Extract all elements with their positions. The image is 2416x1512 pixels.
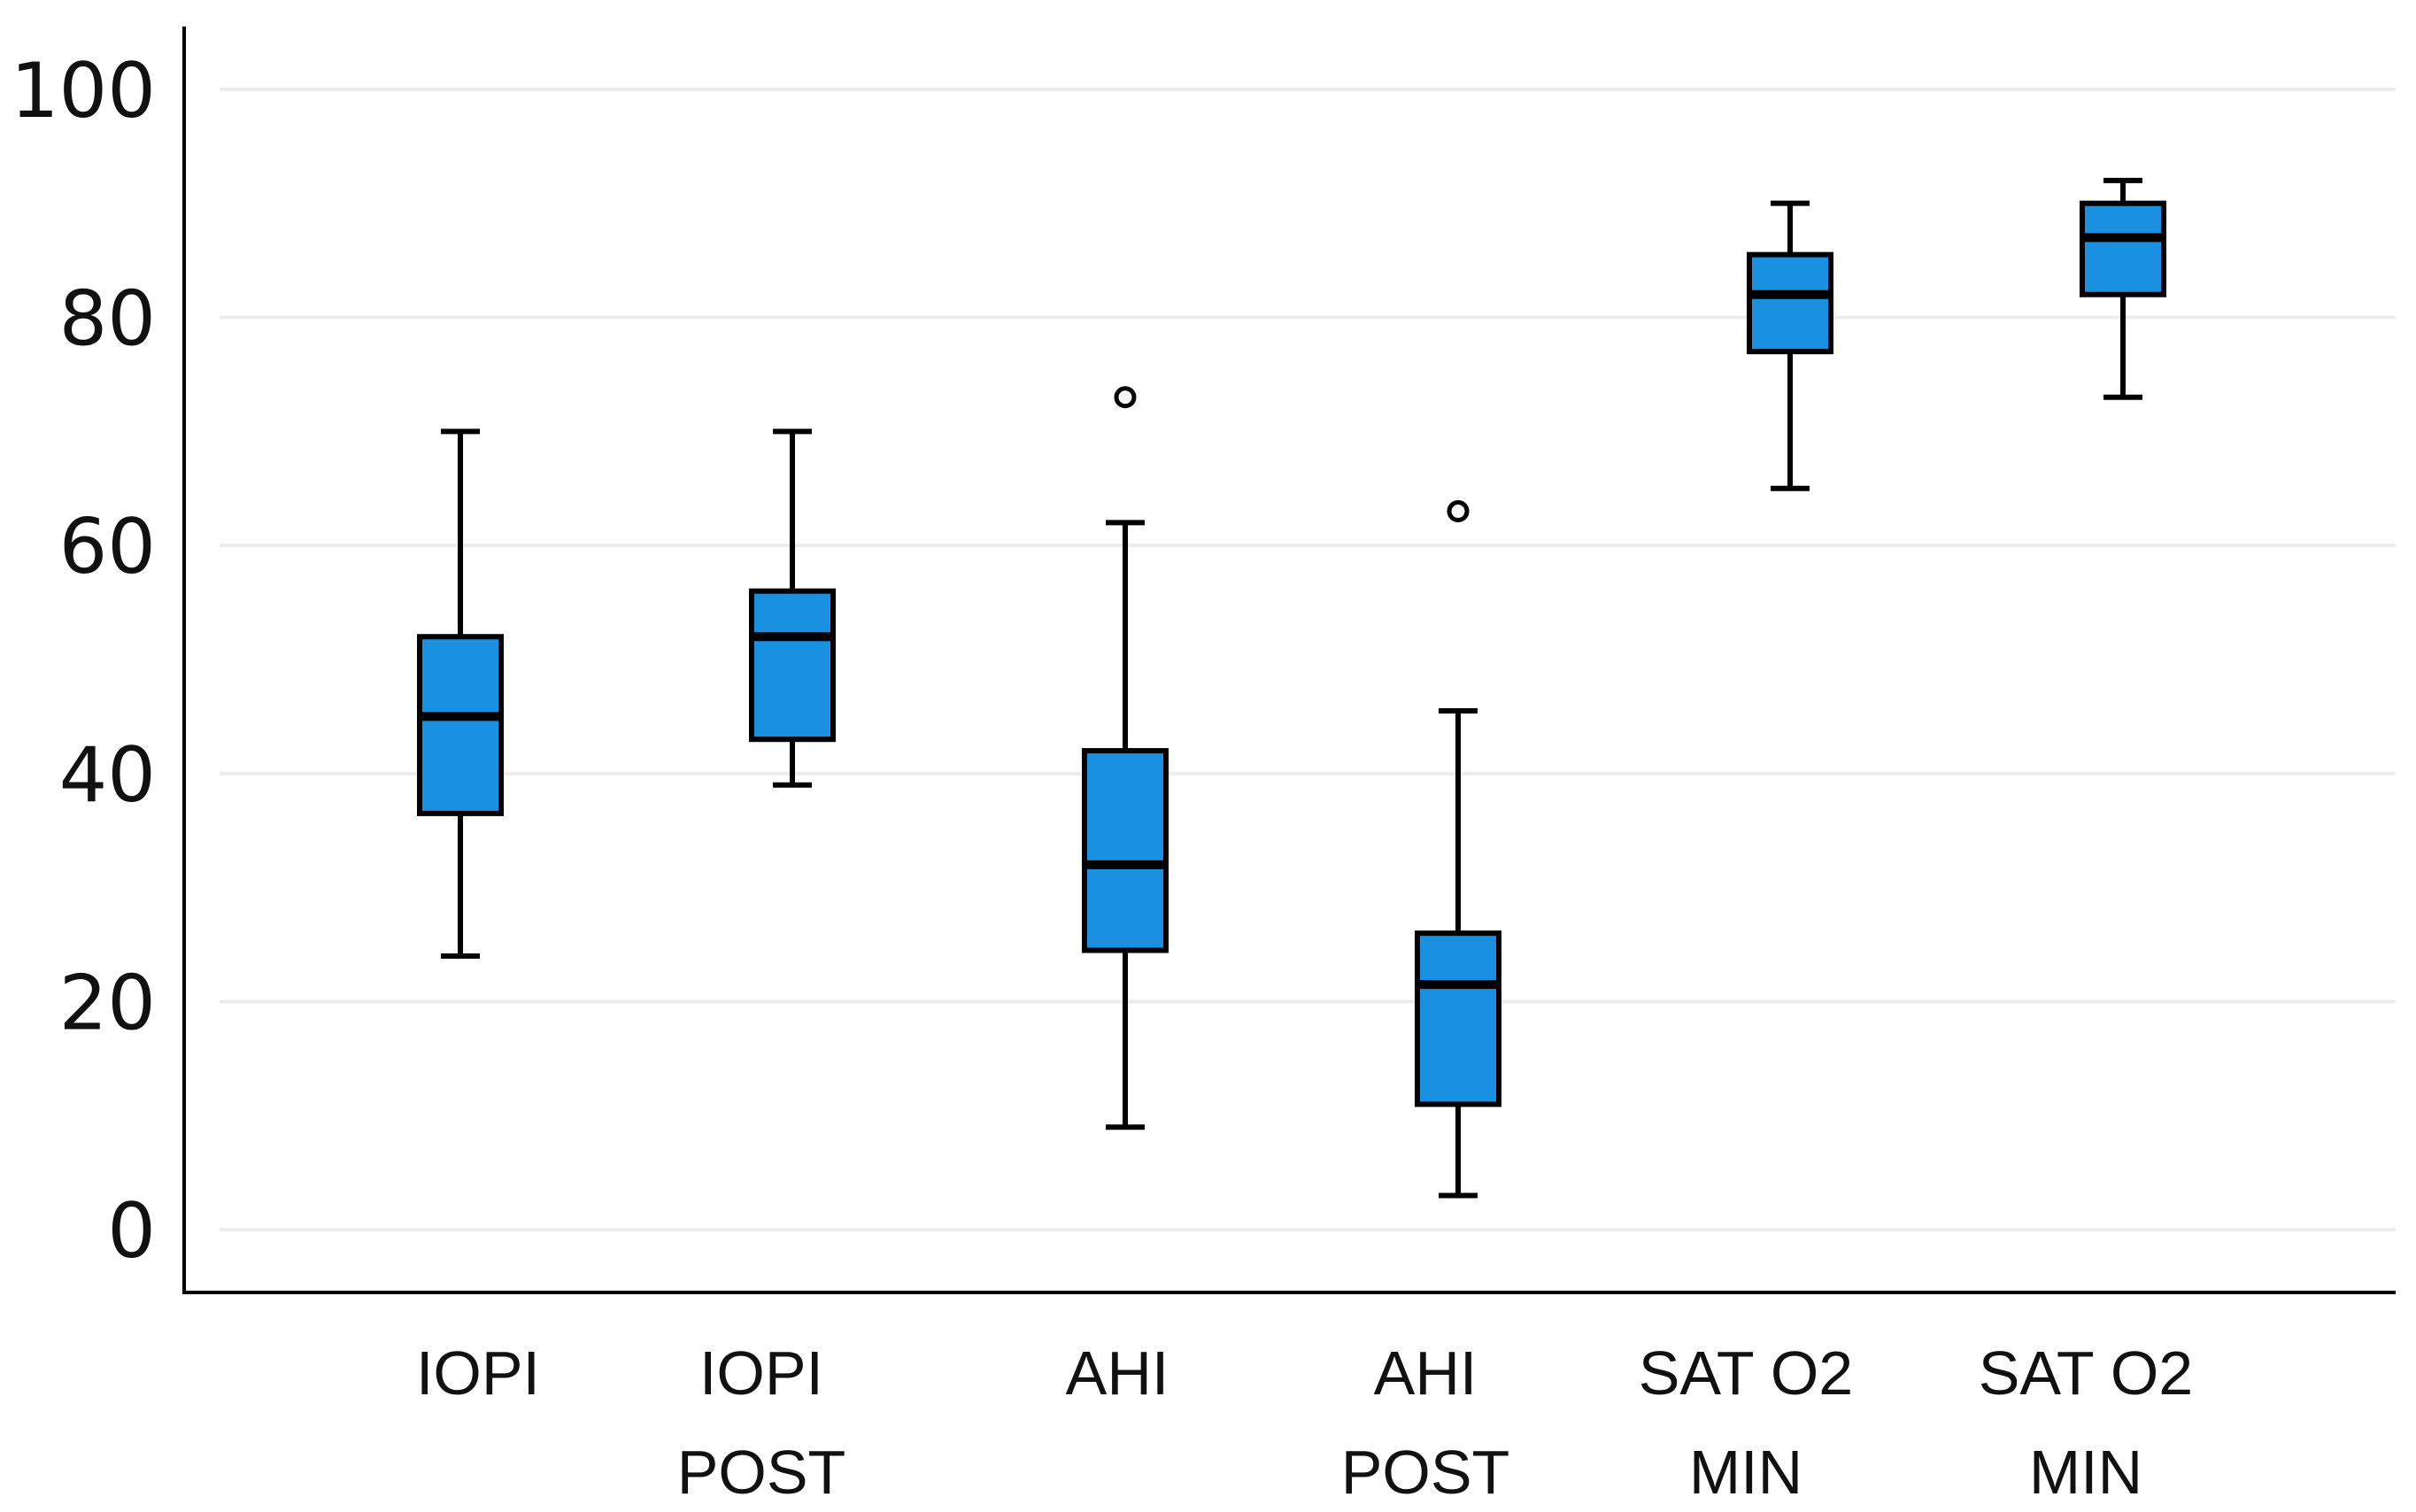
x-category-label: SAT O2 xyxy=(1979,1338,2194,1408)
x-category-label: AHI xyxy=(1374,1338,1478,1408)
y-tick-label-100: 100 xyxy=(11,47,156,135)
x-category-label: MIN xyxy=(1689,1438,1802,1507)
box-group-1 xyxy=(417,428,504,959)
x-category-label: AHI xyxy=(1066,1338,1169,1408)
x-category-label: IOPI xyxy=(699,1338,823,1408)
axis-labels: 0 20 40 60 80 100 IOPI IOPI POST AHI AHI POST SAT O2… xyxy=(11,47,2193,1507)
box-group-5 xyxy=(1747,200,1833,491)
x-category-label: SAT O2 xyxy=(1639,1338,1854,1408)
y-tick-label-60: 60 xyxy=(59,503,156,591)
box-series xyxy=(417,177,2166,1199)
box-iqr xyxy=(1082,748,1169,953)
y-tick-label-20: 20 xyxy=(59,959,156,1047)
gridlines xyxy=(220,87,2396,1232)
box-iqr xyxy=(417,634,504,816)
box-iqr xyxy=(1415,930,1501,1107)
x-category-label: MIN xyxy=(2029,1438,2142,1507)
y-tick-label-0: 0 xyxy=(107,1187,156,1276)
y-tick-label-40: 40 xyxy=(59,731,156,820)
outlier-point xyxy=(1114,386,1137,409)
x-category-label: POST xyxy=(1341,1438,1510,1507)
box-iqr xyxy=(2080,200,2166,297)
box-iqr xyxy=(1747,251,1833,355)
box-iqr xyxy=(749,588,836,743)
outlier-point xyxy=(1447,500,1470,523)
box-group-4 xyxy=(1415,500,1501,1199)
box-group-2 xyxy=(749,428,836,788)
axes xyxy=(182,27,2396,1294)
box-group-3 xyxy=(1082,386,1169,1130)
y-tick-label-80: 80 xyxy=(59,275,156,364)
x-category-label: POST xyxy=(677,1438,846,1507)
x-category-label: IOPI xyxy=(416,1338,540,1408)
box-group-6 xyxy=(2080,177,2166,400)
